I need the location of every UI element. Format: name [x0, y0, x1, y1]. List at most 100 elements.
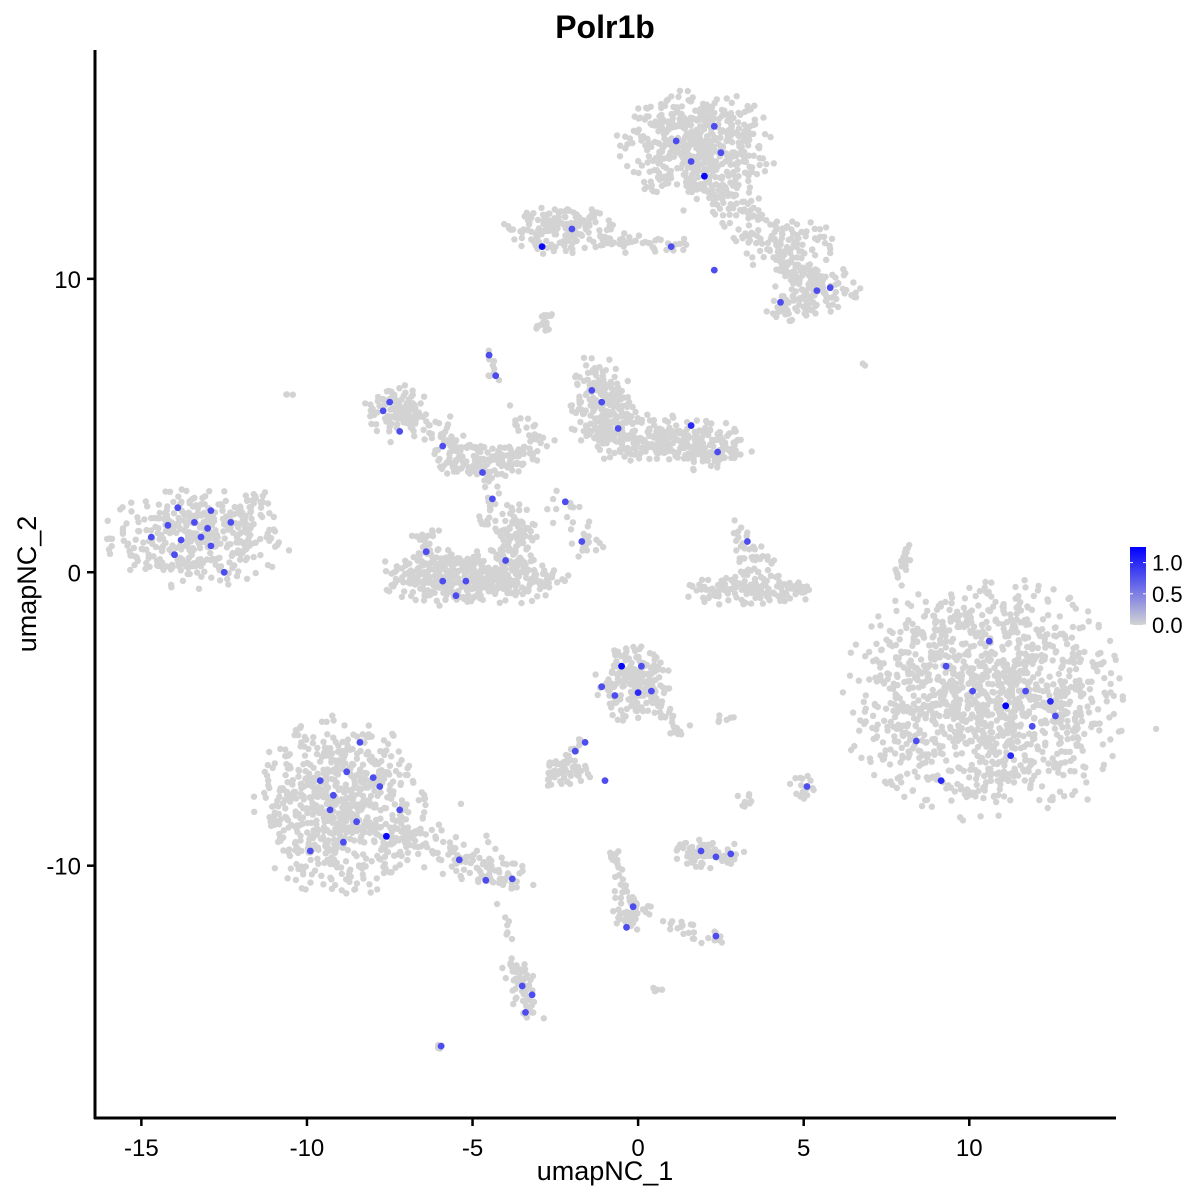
cell-point [651, 138, 658, 146]
cell-point [417, 400, 424, 407]
cell-point [1055, 670, 1063, 678]
cell-point [313, 807, 320, 815]
cell-point [526, 582, 533, 589]
cell-point [661, 173, 668, 180]
cell-point [200, 509, 208, 517]
cell-point [571, 757, 579, 764]
cell-point [783, 223, 791, 230]
cell-point [647, 120, 654, 127]
cell-point [445, 546, 452, 554]
cell-point [602, 367, 609, 374]
cell-point [1103, 698, 1111, 705]
cell-point [829, 271, 836, 278]
cell-point [955, 723, 963, 731]
cell-point [382, 558, 389, 565]
cell-point [280, 834, 287, 841]
cell-point [763, 308, 770, 315]
cell-point [705, 113, 712, 120]
cell-point [744, 107, 751, 114]
cell-point [690, 456, 697, 463]
cell-point [616, 413, 624, 420]
cell-point [770, 297, 778, 304]
cell-point [886, 627, 894, 635]
cell-point [891, 750, 899, 757]
cell-point [266, 510, 273, 517]
cell-point [985, 607, 992, 614]
cell-point [682, 178, 690, 186]
cell-point [655, 154, 663, 162]
cell-point [693, 159, 700, 166]
cell-point [995, 709, 1003, 716]
cell-point [756, 161, 763, 169]
cell-point [790, 292, 797, 300]
cell-point [1096, 720, 1103, 727]
cell-point [515, 523, 522, 531]
cell-point [540, 220, 547, 227]
cell-point [233, 534, 241, 541]
cell-point [270, 513, 277, 521]
cell-point [608, 381, 615, 388]
cell-point [284, 788, 291, 796]
cell-point [1004, 640, 1012, 648]
cell-point [292, 808, 299, 815]
cell-point [742, 158, 750, 165]
cell-point [624, 411, 631, 419]
cell-point [962, 718, 970, 726]
cell-point [718, 439, 726, 446]
cell-point [857, 717, 864, 724]
cell-point [1015, 593, 1022, 600]
cell-point [443, 592, 450, 599]
cell-point [323, 772, 330, 780]
cell-point [979, 727, 986, 735]
cell-point [198, 573, 205, 580]
cell-point [537, 579, 544, 586]
cell-point [299, 820, 306, 827]
cell-point [344, 742, 351, 749]
cell-point [1039, 616, 1047, 623]
cell-point [900, 722, 907, 729]
cell-point [807, 219, 814, 226]
cell-point [648, 670, 655, 677]
cell-point [785, 299, 792, 306]
cell-point [347, 835, 354, 843]
cell-point [951, 680, 959, 687]
cell-point [416, 550, 423, 557]
cell-point [893, 784, 901, 792]
cell-point [404, 849, 412, 856]
cell-point [635, 169, 642, 177]
cell-point [374, 397, 382, 404]
cell-point [152, 543, 160, 551]
cell-point [445, 557, 453, 564]
cell-point [661, 102, 669, 110]
cell-point [903, 624, 910, 632]
cell-point [990, 749, 998, 756]
cell-point [849, 709, 857, 716]
cell-point [421, 560, 429, 567]
cell-point [929, 711, 937, 718]
cell-point [588, 206, 595, 213]
cell-point [862, 692, 869, 699]
cell-point [150, 553, 157, 560]
cell-point [762, 582, 769, 589]
cell-point [673, 428, 680, 435]
cell-point [1084, 796, 1091, 803]
cell-point [401, 588, 408, 595]
cell-point [789, 583, 796, 590]
cell-point [614, 716, 621, 723]
cell-point [909, 642, 916, 649]
cell-point [653, 654, 660, 661]
cell-point [492, 525, 499, 532]
cell-point [910, 715, 918, 722]
cell-point [1084, 608, 1092, 615]
cell-point [915, 591, 922, 598]
cell-point [1030, 759, 1038, 766]
cell-point [962, 663, 969, 670]
cell-point [507, 589, 515, 597]
cell-point [604, 686, 612, 694]
cell-point [338, 870, 345, 877]
cell-point [607, 226, 614, 233]
cell-point [444, 470, 451, 477]
cell-point [646, 455, 653, 463]
cell-point [978, 676, 985, 684]
cell-point [977, 639, 984, 647]
